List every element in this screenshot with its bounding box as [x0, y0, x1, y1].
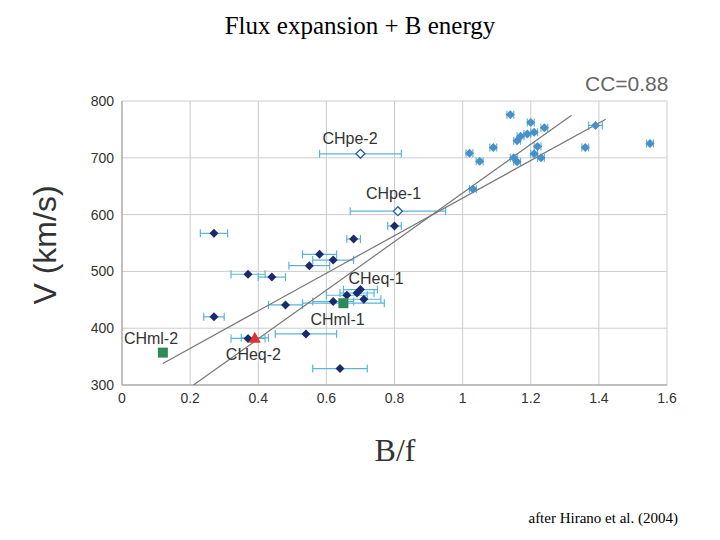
- html-text:Flux expansion + B energy: Flux expansion + B energy: [224, 12, 496, 39]
- html-text:after Hirano et al. (2004): after Hirano et al. (2004): [528, 510, 678, 526]
- html-text:V (km/s): V (km/s): [26, 185, 63, 305]
- svg-text:400: 400: [91, 320, 115, 336]
- svg-text:CHeq-1: CHeq-1: [348, 270, 403, 287]
- svg-text:1.4: 1.4: [589, 390, 609, 406]
- svg-text:500: 500: [91, 263, 115, 279]
- svg-text:300: 300: [91, 377, 115, 393]
- svg-text:CHml-1: CHml-1: [310, 311, 364, 328]
- svg-text:0: 0: [118, 390, 126, 406]
- svg-text:0.2: 0.2: [180, 390, 200, 406]
- svg-text:CHml-2: CHml-2: [124, 330, 178, 347]
- svg-text:0.4: 0.4: [249, 390, 269, 406]
- svg-text:0.8: 0.8: [385, 390, 405, 406]
- svg-text:1: 1: [459, 390, 467, 406]
- svg-text:CHeq-2: CHeq-2: [226, 346, 281, 363]
- svg-text:1.2: 1.2: [521, 390, 541, 406]
- svg-text:800: 800: [91, 93, 115, 109]
- svg-text:CHpe-1: CHpe-1: [366, 185, 421, 202]
- html-text:CC=0.88: CC=0.88: [585, 72, 669, 95]
- html-text:B/f: B/f: [374, 431, 416, 468]
- svg-text:600: 600: [91, 207, 115, 223]
- svg-text:1.6: 1.6: [657, 390, 677, 406]
- svg-text:0.6: 0.6: [317, 390, 337, 406]
- svg-text:CHpe-2: CHpe-2: [322, 130, 377, 147]
- svg-text:700: 700: [91, 150, 115, 166]
